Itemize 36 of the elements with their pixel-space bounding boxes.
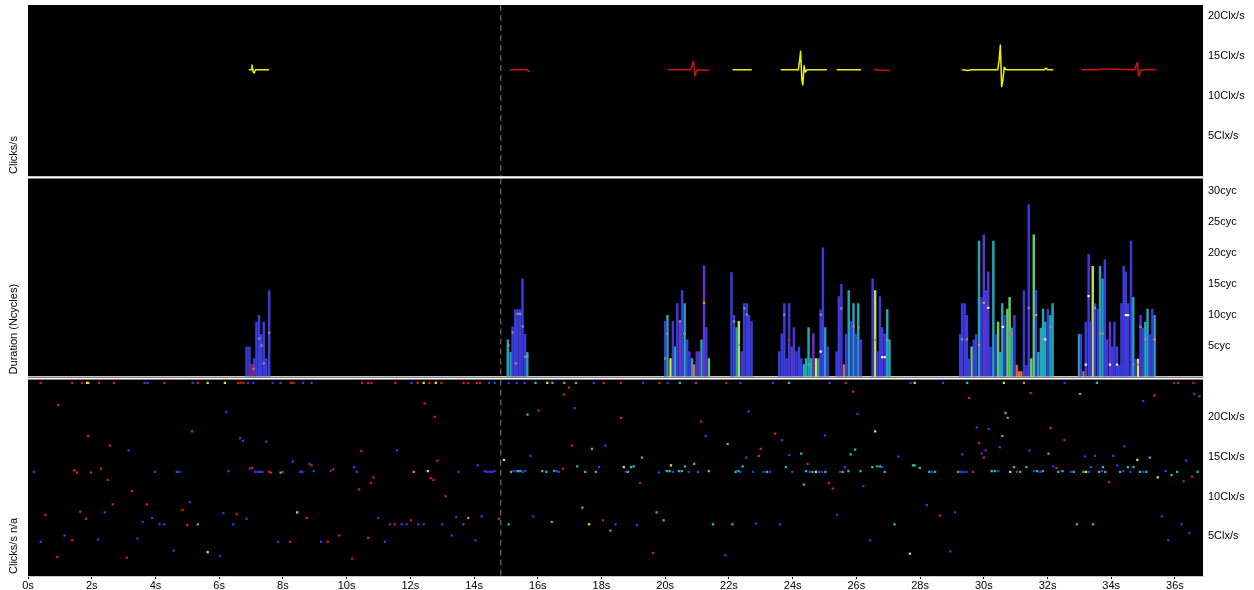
x-tick-label: 30s [974,578,994,590]
y-tick-label: 20Clx/s [1208,9,1246,22]
x-tick-label: 36s [1166,578,1185,590]
x-tick-label: 4s [149,578,162,590]
y-axis-title: Clicks/s [7,135,20,174]
x-tick-label: 32s [1038,578,1057,590]
x-tick-label: 34s [1102,578,1121,590]
y-tick-label: 25cyc [1208,214,1238,227]
x-tick-label: 0s [22,578,35,590]
y-tick-label: 5Clx/s [1208,529,1240,542]
y-tick-label: 20cyc [1208,245,1238,258]
y-tick-label: 5Clx/s [1208,129,1240,142]
y-tick-label: 10Clx/s [1208,89,1246,102]
x-tick-label: 2s [85,578,99,590]
y-tick-label: 10cyc [1208,307,1238,320]
x-tick-label: 26s [847,578,866,590]
y-axis-title: Clicks/s n/a [7,516,20,574]
x-tick-label: 16s [528,578,548,590]
y-tick-label: 15cyc [1208,276,1238,289]
x-tick-label: 24s [783,578,802,590]
x-tick-label: 20s [656,578,675,590]
y-tick-label: 15Clx/s [1208,449,1246,462]
x-tick-label: 8s [277,578,290,590]
x-tick-label: 14s [465,578,484,590]
y-tick-label: 30cyc [1208,183,1238,196]
y-tick-label: 15Clx/s [1208,49,1246,62]
y-axis-title: Duration (Ncycles) [7,283,20,375]
x-tick-label: 22s [720,578,739,590]
y-tick-label: 10Clx/s [1208,489,1246,502]
x-tick-label: 10s [337,578,356,590]
x-tick-label: 12s [401,578,420,590]
x-tick-label: 18s [592,578,611,590]
y-tick-label: 20Clx/s [1208,410,1246,422]
x-tick-label: 6s [213,578,226,590]
x-tick-label: 28s [911,578,930,590]
y-tick-label: 5cyc [1208,338,1232,351]
